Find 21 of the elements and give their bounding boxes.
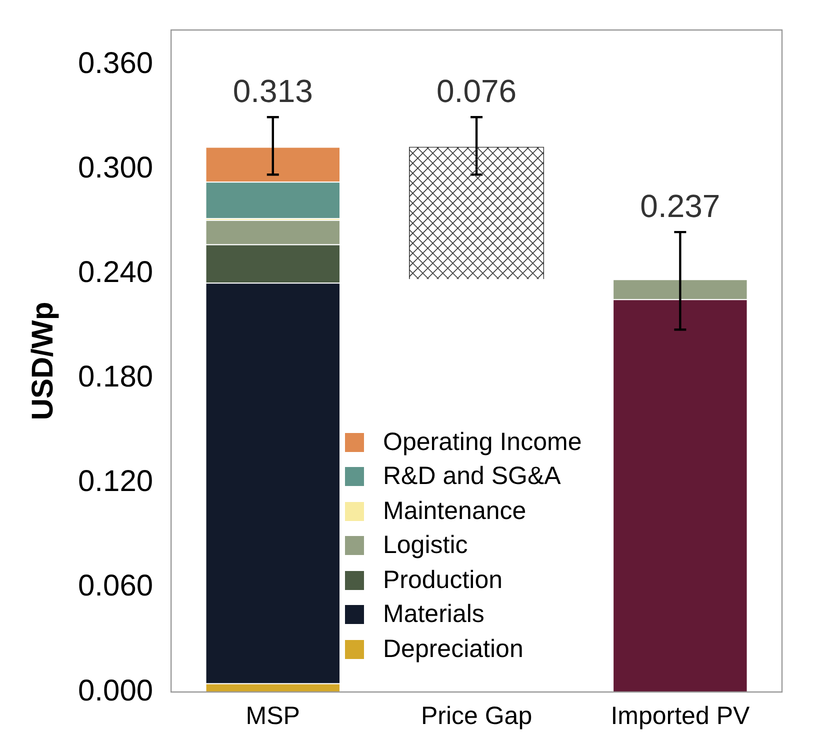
x-tick-label: MSP xyxy=(246,702,300,730)
legend-label: Logistic xyxy=(383,531,468,560)
legend-label: Operating Income xyxy=(383,428,582,457)
total-label: 0.076 xyxy=(436,72,517,109)
y-tick-label: 0.000 xyxy=(78,674,154,708)
total-label: 0.313 xyxy=(232,72,313,109)
y-tick-label: 0.120 xyxy=(78,465,154,498)
legend-label: Depreciation xyxy=(383,634,524,664)
x-tick-label: Imported PV xyxy=(610,702,750,730)
y-tick-label: 0.360 xyxy=(78,47,154,80)
y-tick-label: 0.180 xyxy=(78,360,154,394)
y-tick-label: 0.060 xyxy=(78,570,154,603)
x-tick-label: Price Gap xyxy=(420,702,532,730)
legend-label: R&D and SG&A xyxy=(383,462,561,492)
y-axis-title: USD/Wp xyxy=(26,302,60,420)
total-label: 0.237 xyxy=(640,188,720,224)
legend-label: Production xyxy=(383,566,503,595)
legend-label: Materials xyxy=(383,600,484,630)
legend-label: Maintenance xyxy=(383,496,526,526)
y-tick-label: 0.240 xyxy=(78,256,154,290)
y-tick-label: 0.300 xyxy=(78,152,154,185)
